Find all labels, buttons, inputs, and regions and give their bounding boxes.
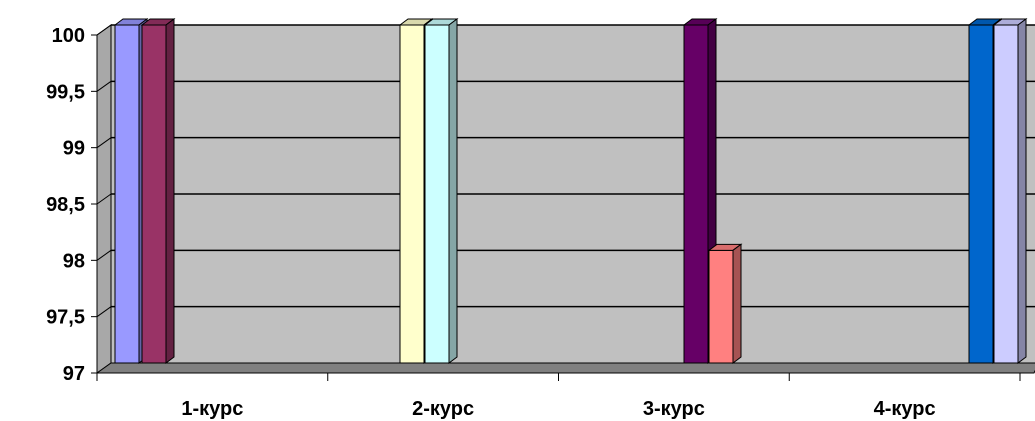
bar-front <box>968 24 994 364</box>
bar-side <box>448 18 458 364</box>
bar-side <box>732 243 742 364</box>
x-axis: 1-курс 2-курс 3-курс 4-курс <box>96 372 1021 420</box>
chart-walls <box>95 24 1035 374</box>
gridline-side <box>96 193 112 205</box>
gridline-side <box>96 249 112 261</box>
bar-front <box>993 24 1019 364</box>
bar-front <box>683 24 709 364</box>
bar <box>140 18 176 364</box>
gridline-side <box>96 80 112 92</box>
x-category-label: 3-курс <box>643 398 705 420</box>
gridline-side <box>96 306 112 318</box>
bar-front <box>141 24 167 364</box>
y-tick-label: 98 <box>63 250 85 272</box>
x-category-label: 1-курс <box>181 398 243 420</box>
bar-side <box>165 18 175 364</box>
bars <box>113 18 1028 364</box>
bar-front <box>424 24 450 364</box>
bar-side <box>1017 18 1027 364</box>
y-axis-ticks: 97 97,5 98 98,5 99 99,5 100 <box>46 25 98 385</box>
bar-front <box>399 24 425 364</box>
bar <box>682 18 718 364</box>
y-tick-label: 99,5 <box>46 81 85 103</box>
bar-front <box>708 249 734 364</box>
bar <box>707 243 743 364</box>
y-tick-label: 97,5 <box>46 307 85 329</box>
y-tick-label: 98,5 <box>46 194 85 216</box>
y-tick-label: 100 <box>52 25 85 47</box>
gridline-side <box>96 24 112 36</box>
bar <box>423 18 459 364</box>
y-tick-label: 97 <box>63 363 85 385</box>
x-category-label: 2-курс <box>412 398 474 420</box>
floor <box>95 362 1035 374</box>
x-category-label: 4-курс <box>874 398 936 420</box>
bar-front <box>114 24 140 364</box>
gridline-side <box>96 137 112 149</box>
bar <box>992 18 1028 364</box>
gridlines <box>96 24 1035 318</box>
y-tick-label: 99 <box>63 138 85 160</box>
